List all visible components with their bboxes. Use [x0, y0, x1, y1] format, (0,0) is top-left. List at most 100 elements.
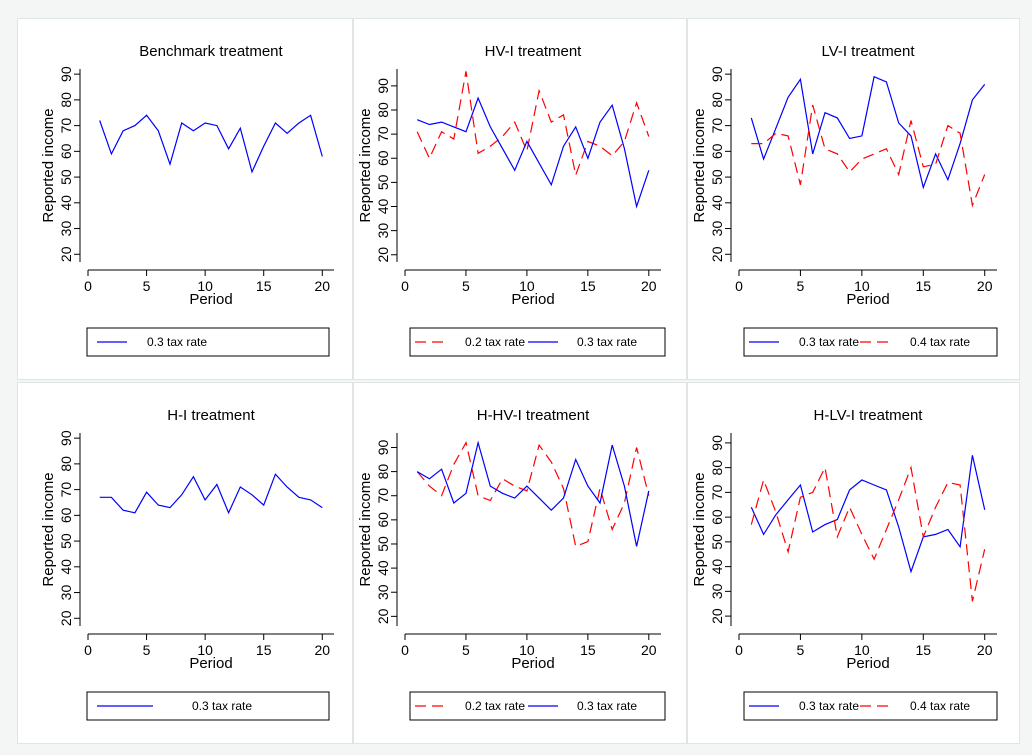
legend-label-0: 0.2 tax rate — [465, 335, 525, 349]
x-tick-label: 20 — [314, 278, 330, 294]
y-tick-label: 20 — [58, 246, 74, 262]
y-tick-label: 60 — [709, 143, 725, 159]
y-tick-label: 30 — [375, 584, 391, 600]
y-tick-label: 70 — [375, 488, 391, 504]
y-tick-label: 40 — [709, 559, 725, 575]
chart-h-hv-i: H-HV-I treatment 20 30 40 50 60 70 80 90 0 5 10 15 20… — [357, 407, 666, 721]
series-line-1 — [416, 96, 650, 209]
chart-title: LV-I treatment — [821, 43, 915, 60]
y-tick-label: 20 — [375, 247, 391, 263]
y-tick-label: 30 — [58, 221, 74, 237]
panel-lv-i: LV-I treatment 20 30 40 50 60 70 80 90 0 5 10 15 20 Pe… — [687, 18, 1020, 380]
x-tick-label: 20 — [641, 278, 657, 294]
x-tick-label: 15 — [580, 642, 596, 658]
series-line-0 — [416, 441, 650, 548]
legend-label-1: 0.4 tax rate — [910, 699, 970, 713]
y-tick-label: 30 — [375, 223, 391, 239]
x-tick-label: 5 — [797, 278, 805, 294]
x-tick-label: 20 — [641, 642, 657, 658]
x-axis-label: Period — [846, 291, 889, 308]
y-tick-label: 30 — [709, 583, 725, 599]
y-tick-label: 40 — [375, 199, 391, 215]
x-tick-label: 10 — [519, 642, 535, 658]
y-tick-label: 80 — [709, 92, 725, 108]
x-tick-label: 5 — [462, 278, 470, 294]
x-tick-label: 5 — [462, 642, 470, 658]
legend-label-0: 0.3 tax rate — [192, 699, 252, 713]
series-line-1 — [750, 465, 986, 602]
y-tick-label: 50 — [709, 534, 725, 550]
y-tick-label: 80 — [375, 464, 391, 480]
legend: 0.2 tax rate 0.3 tax rate — [409, 691, 666, 721]
x-tick-label: 0 — [84, 278, 92, 294]
legend-label-0: 0.3 tax rate — [799, 699, 859, 713]
x-tick-label: 0 — [735, 278, 743, 294]
y-tick-label: 20 — [58, 610, 74, 626]
y-tick-label: 20 — [375, 608, 391, 624]
y-tick-label: 40 — [58, 195, 74, 211]
legend-label-1: 0.4 tax rate — [910, 335, 970, 349]
y-tick-label: 90 — [709, 435, 725, 451]
y-tick-label: 70 — [709, 484, 725, 500]
y-tick-label: 90 — [709, 66, 725, 82]
x-tick-label: 10 — [519, 278, 535, 294]
x-tick-label: 0 — [84, 642, 92, 658]
y-tick-label: 70 — [58, 482, 74, 498]
x-tick-label: 15 — [256, 642, 272, 658]
x-tick-label: 5 — [143, 278, 151, 294]
y-axis-label: Reported income — [40, 472, 57, 586]
y-tick-label: 50 — [375, 174, 391, 190]
x-tick-label: 20 — [977, 642, 993, 658]
x-tick-label: 15 — [915, 642, 931, 658]
series-line-1 — [416, 440, 650, 547]
y-tick-label: 70 — [375, 126, 391, 142]
y-tick-label: 20 — [709, 246, 725, 262]
chart-title: H-LV-I treatment — [814, 407, 924, 424]
x-axis-label: Period — [511, 291, 554, 308]
y-tick-label: 80 — [709, 460, 725, 476]
legend: 0.2 tax rate 0.3 tax rate — [409, 327, 666, 357]
panel-h-lv-i: H-LV-I treatment 20 30 40 50 60 70 80 90 0 5 10 15 20… — [687, 382, 1020, 744]
y-tick-label: 30 — [709, 221, 725, 237]
x-tick-label: 10 — [197, 642, 213, 658]
x-axis-label: Period — [846, 655, 889, 672]
x-axis-label: Period — [189, 655, 232, 672]
chart-hv-i: HV-I treatment 20 30 40 50 60 70 80 90 0 5 10 15 20 Pe… — [357, 43, 666, 357]
x-tick-label: 10 — [854, 278, 870, 294]
x-tick-label: 5 — [797, 642, 805, 658]
legend: 0.3 tax rate — [86, 327, 330, 357]
panel-hv-i: HV-I treatment 20 30 40 50 60 70 80 90 0 5 10 15 20 Pe… — [353, 18, 687, 380]
y-tick-label: 60 — [709, 509, 725, 525]
y-tick-label: 40 — [709, 195, 725, 211]
panel-h-i: H-I treatment 20 30 40 50 60 70 80 90 0 5 10 15 20 Per… — [17, 382, 353, 744]
y-tick-label: 60 — [375, 512, 391, 528]
x-tick-label: 20 — [314, 642, 330, 658]
x-tick-label: 10 — [197, 278, 213, 294]
y-axis-label: Reported income — [691, 472, 708, 586]
y-tick-label: 50 — [709, 169, 725, 185]
y-tick-label: 40 — [58, 559, 74, 575]
series-line-0 — [750, 75, 986, 190]
chart-h-lv-i: H-LV-I treatment 20 30 40 50 60 70 80 90 0 5 10 15 20… — [691, 407, 998, 721]
legend-box — [86, 327, 330, 357]
y-tick-label: 90 — [58, 66, 74, 82]
y-axis-label: Reported income — [691, 108, 708, 222]
legend-label-1: 0.3 tax rate — [577, 699, 637, 713]
chart-title: H-I treatment — [167, 407, 255, 424]
y-tick-label: 70 — [709, 118, 725, 134]
x-tick-label: 15 — [915, 278, 931, 294]
y-tick-label: 80 — [375, 102, 391, 118]
x-tick-label: 10 — [854, 642, 870, 658]
series-line-0 — [750, 455, 986, 574]
y-tick-label: 40 — [375, 560, 391, 576]
legend: 0.3 tax rate 0.4 tax rate — [743, 691, 998, 721]
y-axis-label: Reported income — [40, 108, 57, 222]
y-axis-label: Reported income — [357, 472, 374, 586]
legend-label-0: 0.3 tax rate — [147, 335, 207, 349]
chart-title: HV-I treatment — [485, 43, 583, 60]
y-axis-label: Reported income — [357, 108, 374, 222]
y-tick-label: 80 — [58, 92, 74, 108]
panel-benchmark: Benchmark treatment 20 30 40 50 60 70 80 90 0 5 10 1… — [17, 18, 353, 380]
legend: 0.3 tax rate — [86, 691, 330, 721]
